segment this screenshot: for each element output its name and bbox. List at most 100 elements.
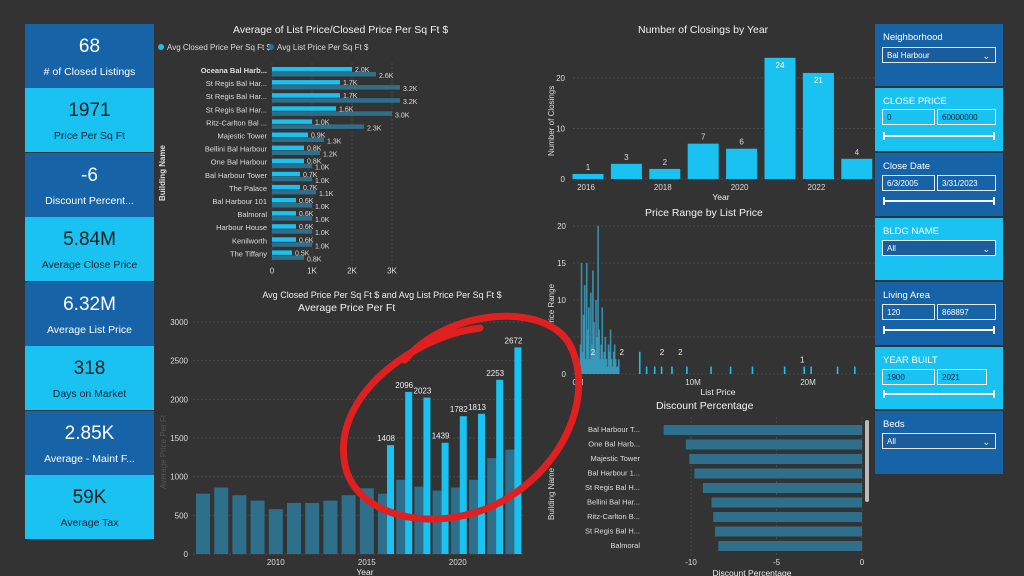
chevron-down-icon: ⌄ [982,437,990,447]
discount-bar [689,454,862,464]
neighborhood-value: Bal Harbour [887,51,930,60]
y-axis-title: Price Range [547,283,556,328]
histogram-bar [586,329,589,374]
year-built-max-input[interactable]: 2021 [937,369,987,385]
bldg-name-value: All [887,244,896,253]
data-label: 2 [663,158,668,167]
y-tick-label: Bellini Bal Har... [587,498,640,507]
closed-bar [272,237,296,242]
slider-handle-max[interactable] [993,197,995,205]
list-bar [214,487,229,554]
data-label: 1.2K [323,152,338,159]
list-bar [272,111,392,116]
discount-chart[interactable]: -10 -5 0 Discount Percentage Building Name Ba… [545,412,875,576]
close-date-range-slider[interactable] [883,197,995,205]
slider-handle-max[interactable] [993,132,995,140]
living-area-min-input[interactable]: 120 [882,304,935,320]
kpi-card: 318 Days on Market [25,346,154,410]
kpi-label: Days on Market [52,388,127,400]
neighborhood-dropdown[interactable]: Bal Harbour ⌄ [882,47,996,63]
y-tick-label: Bal Harbour Tower [205,171,267,180]
closed-bar [272,80,340,85]
list-bar [232,495,247,554]
histogram-bar [612,351,615,374]
list-bar [272,189,316,195]
legend-label: Avg List Price Per Sq Ft $ [277,43,369,52]
histogram-bar [729,366,732,374]
data-label: 2253 [486,369,504,378]
kpi-card: 59K Average Tax [25,475,154,539]
x-tick-label: -5 [773,558,781,567]
slider-handle-max[interactable] [993,390,995,398]
histogram-bar [597,226,599,374]
y-tick-label: Balmoral [610,541,640,550]
y-tick-label: 3000 [170,318,188,327]
living-area-max-input[interactable]: 868897 [937,304,996,320]
histogram-bar [596,337,598,374]
close-date-end-input[interactable]: 3/31/2023 [937,175,996,191]
year-built-range-slider[interactable] [883,390,995,398]
x-tick-label: 2K [347,267,357,276]
data-label: 2 [660,348,665,357]
data-label: 0.6K [299,224,314,231]
list-bar [341,495,356,554]
histogram-bar [638,351,641,374]
kpi-value: 68 [78,36,101,57]
histogram-bar [583,285,586,374]
data-label: 0.9K [311,133,326,140]
slider-handle-min[interactable] [883,326,885,334]
close-date-start-input[interactable]: 6/3/2005 [882,175,935,191]
closed-bar [272,184,300,190]
close-price-range-slider[interactable] [883,132,995,140]
ppsf-chart[interactable]: Avg Closed Price Per Sq Ft $ Avg List Pri… [155,36,545,302]
data-label: 1.7K [343,80,358,87]
living-area-range-slider[interactable] [883,326,995,334]
x-tick-label: 2018 [654,183,672,192]
data-label: 1.0K [315,165,330,172]
x-tick-label: 1K [307,267,317,276]
histogram-bar [600,344,603,374]
data-label: 2672 [505,336,523,345]
avg-price-chart[interactable]: 0 500 1000 1500 2000 2500 3000 Average Price Pe… [155,314,545,576]
closings-bar [610,163,642,179]
scrollbar [865,420,869,502]
close-price-max-input[interactable]: 60000000 [937,109,996,125]
slider-handle-max[interactable] [993,326,995,334]
slider-handle-min[interactable] [883,197,885,205]
data-label: 2023 [414,387,432,396]
y-tick-label: 500 [175,511,189,520]
list-bar [305,502,320,554]
year-built-min-input[interactable]: 1900 [882,369,935,385]
histogram-bar [590,292,592,374]
slider-handle-min[interactable] [883,390,885,398]
close-price-min-input[interactable]: 0 [882,109,935,125]
beds-dropdown[interactable]: All ⌄ [882,433,996,449]
x-tick-label: 0 [270,267,275,276]
y-tick-label: 1500 [170,434,188,443]
histogram-bar [584,359,587,374]
red-annotation-circle [340,312,583,523]
slider-handle-min[interactable] [883,132,885,140]
closed-bar [272,171,300,177]
y-tick-label: 10 [557,296,566,305]
list-bar [268,509,283,554]
kpi-label: Average Close Price [41,259,138,271]
discount-bar [714,526,862,537]
closings-bar [572,173,604,179]
closed-bar [272,145,304,151]
x-tick-label: 0 [860,558,865,567]
data-label: 1.3K [327,139,342,146]
close-date-slicer: Close Date 6/3/2005 3/31/2023 [875,153,1003,216]
closed-bar [387,445,394,554]
y-tick-label: 20 [556,74,565,83]
bldg-name-dropdown[interactable]: All ⌄ [882,240,996,256]
y-axis-title: Building Name [158,144,167,201]
histogram-bar [615,366,618,374]
bldg-name-slicer: BLDG NAME All ⌄ [875,218,1003,280]
histogram-bar [602,359,605,374]
data-label: 2096 [395,381,413,390]
y-tick-label: St Regis Bal H... [585,527,640,536]
data-label: 0.7K [303,172,318,179]
